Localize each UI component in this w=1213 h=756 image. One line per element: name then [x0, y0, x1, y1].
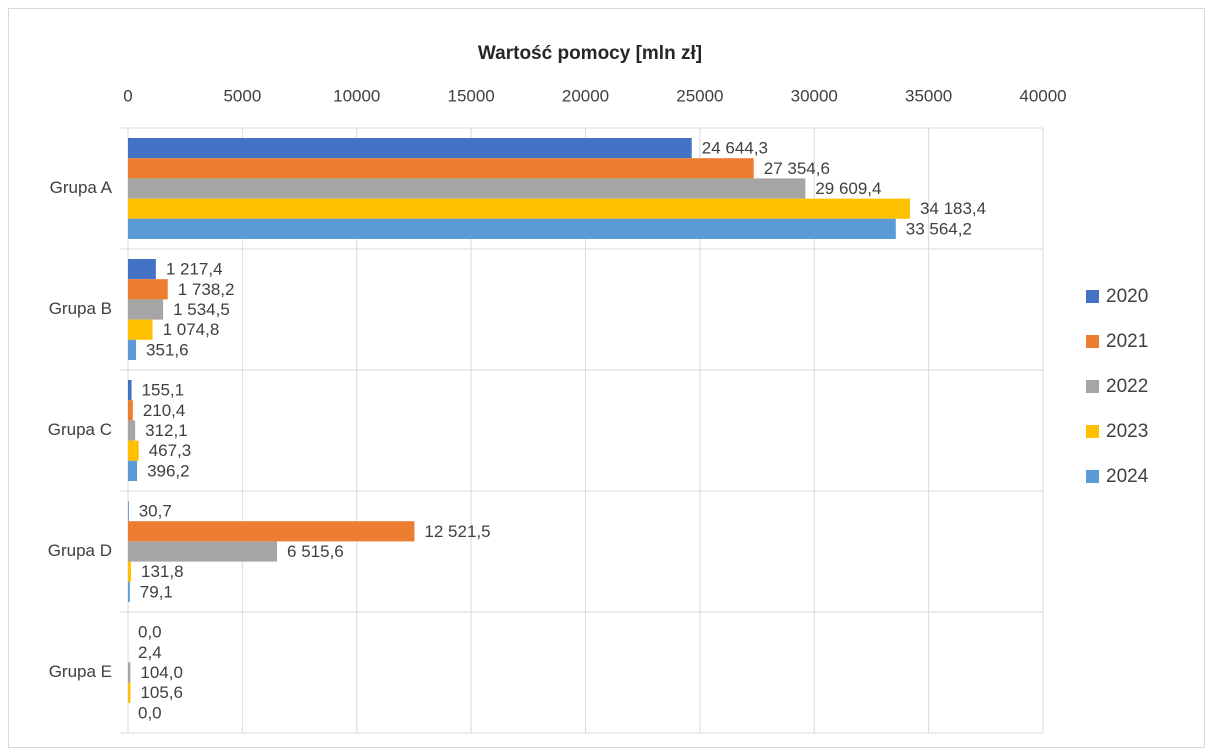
data-label: 24 644,3: [702, 139, 768, 158]
data-label: 0,0: [138, 703, 162, 722]
chart-title: Wartość pomocy [mln zł]: [478, 43, 702, 64]
y-tick-label: Grupa B: [49, 299, 112, 318]
x-tick-label: 0: [123, 86, 132, 105]
legend-swatch: [1086, 335, 1099, 348]
data-label: 34 183,4: [920, 199, 986, 218]
data-label: 1 738,2: [178, 280, 235, 299]
data-label: 0,0: [138, 623, 162, 642]
x-tick-label: 30000: [791, 86, 838, 105]
data-label: 351,6: [146, 340, 189, 359]
data-label: 131,8: [141, 562, 184, 581]
chart-border: [8, 8, 1205, 748]
data-label: 1 217,4: [166, 260, 223, 279]
bar: [128, 682, 131, 703]
y-tick-label: Grupa E: [49, 662, 112, 681]
bar: [128, 662, 131, 683]
data-label: 210,4: [143, 401, 186, 420]
data-label: 105,6: [140, 683, 183, 702]
x-tick-label: 10000: [333, 86, 380, 105]
data-label: 1 534,5: [173, 300, 230, 319]
bar: [128, 400, 133, 421]
data-label: 27 354,6: [764, 159, 830, 178]
bar: [128, 380, 132, 401]
bar: [128, 339, 137, 360]
x-tick-label: 35000: [905, 86, 952, 105]
bar: [128, 138, 692, 159]
bar: [128, 279, 168, 300]
data-label: 155,1: [142, 381, 185, 400]
bar: [128, 319, 153, 340]
x-tick-label: 25000: [676, 86, 723, 105]
bar: [128, 521, 415, 542]
bar: [128, 561, 132, 582]
data-label: 30,7: [139, 502, 172, 521]
x-tick-label: 5000: [223, 86, 261, 105]
data-label: 467,3: [149, 441, 192, 460]
legend-label: 2024: [1106, 466, 1149, 487]
data-label: 2,4: [138, 643, 162, 662]
legend-label: 2023: [1106, 421, 1148, 442]
y-tick-label: Grupa D: [48, 541, 112, 560]
bar: [128, 581, 130, 602]
bar: [128, 420, 136, 441]
bar: [128, 299, 164, 320]
legend-swatch: [1086, 290, 1099, 303]
y-tick-label: Grupa A: [50, 178, 113, 197]
bar: [128, 198, 910, 219]
data-label: 12 521,5: [424, 522, 490, 541]
legend-swatch: [1086, 470, 1099, 483]
legend-label: 2022: [1106, 376, 1148, 397]
data-label: 1 074,8: [163, 320, 220, 339]
bar: [128, 460, 138, 481]
legend-swatch: [1086, 425, 1099, 438]
data-label: 6 515,6: [287, 542, 344, 561]
bar: [128, 440, 139, 461]
x-tick-label: 40000: [1019, 86, 1066, 105]
data-label: 396,2: [147, 461, 190, 480]
x-tick-label: 15000: [447, 86, 494, 105]
bar: [128, 541, 278, 562]
bar: [128, 259, 156, 280]
y-tick-label: Grupa C: [48, 420, 112, 439]
data-label: 79,1: [140, 582, 173, 601]
bar: [128, 218, 896, 239]
legend-swatch: [1086, 380, 1099, 393]
legend-label: 2021: [1106, 331, 1148, 352]
data-label: 33 564,2: [906, 219, 972, 238]
bar: [128, 501, 129, 522]
x-tick-label: 20000: [562, 86, 609, 105]
legend-label: 2020: [1106, 286, 1148, 307]
data-label: 312,1: [145, 421, 188, 440]
bar: [128, 178, 806, 199]
bar: [128, 158, 754, 179]
data-label: 29 609,4: [815, 179, 881, 198]
data-label: 104,0: [140, 663, 183, 682]
